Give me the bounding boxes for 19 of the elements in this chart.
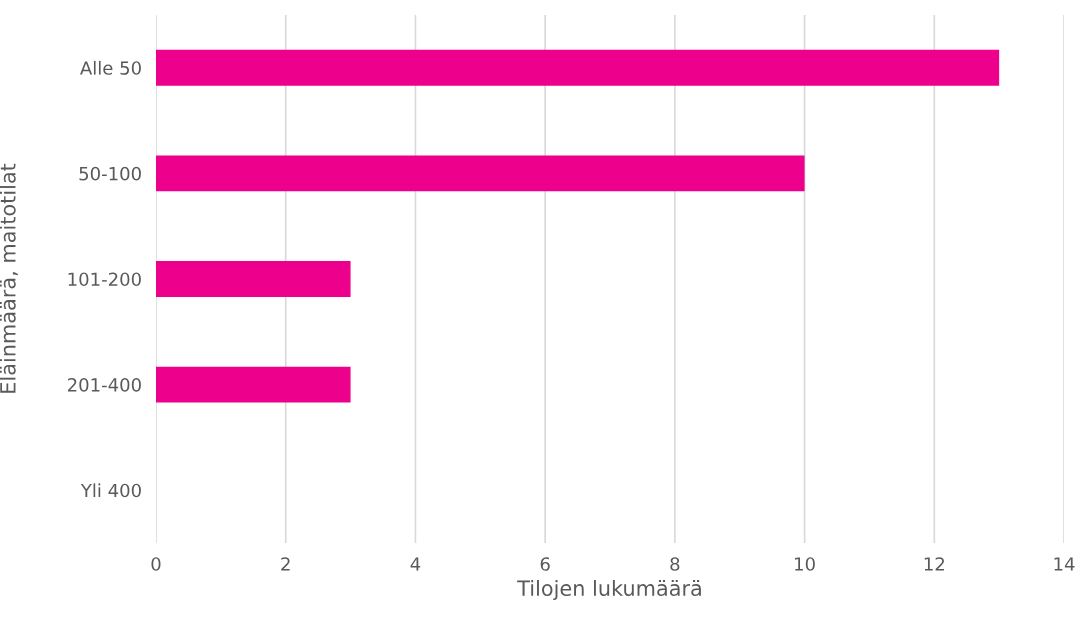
x-tick-label: 0 (151, 557, 161, 571)
bar (155, 366, 351, 403)
bar (155, 49, 1000, 86)
x-tick-label: 6 (540, 557, 550, 571)
x-tick-label: 12 (924, 557, 944, 571)
y-tick-label: 201-400 (67, 378, 141, 392)
y-tick-label: Alle 50 (80, 60, 141, 75)
y-axis-title: Eläinmäärä, maitotilat (0, 163, 18, 393)
x-axis-title: Tilojen lukumäärä (517, 579, 701, 601)
y-tick-label: 50-100 (79, 166, 141, 181)
x-tick-label: 2 (281, 557, 290, 571)
x-tick-label: 4 (410, 557, 421, 571)
bar (155, 261, 351, 297)
x-tick-label: 10 (795, 557, 815, 571)
y-tick-label: Yli 400 (80, 483, 141, 498)
x-tick-label: 8 (670, 557, 680, 571)
bar (155, 155, 805, 192)
x-tick-label: 14 (1054, 557, 1075, 571)
y-tick-label: 101-200 (68, 272, 141, 287)
